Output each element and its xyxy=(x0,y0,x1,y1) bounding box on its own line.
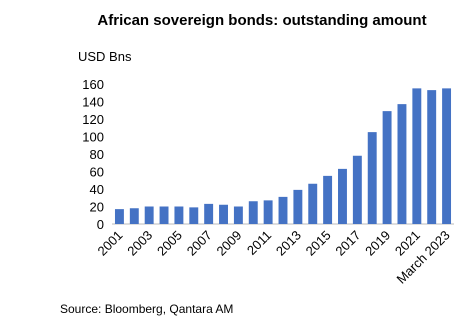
bar xyxy=(129,208,139,224)
x-tick-label: 2001 xyxy=(94,228,125,259)
bar xyxy=(427,90,437,224)
bar xyxy=(144,206,154,224)
y-tick-label: 40 xyxy=(90,182,104,197)
bar xyxy=(442,88,452,224)
x-tick-label: 2009 xyxy=(213,228,244,259)
bar xyxy=(233,206,243,224)
x-tick-label: 2015 xyxy=(303,228,334,259)
x-tick-label: 2013 xyxy=(273,228,304,259)
source-note: Source: Bloomberg, Qantara AM xyxy=(60,302,233,316)
y-tick-label: 140 xyxy=(82,95,104,110)
bar xyxy=(382,111,392,224)
bar xyxy=(308,183,318,224)
bar xyxy=(323,175,333,224)
bar xyxy=(397,104,407,224)
y-tick-label: 0 xyxy=(97,217,104,232)
bar xyxy=(293,189,303,224)
y-tick-label: 120 xyxy=(82,112,104,127)
chart-title: African sovereign bonds: outstanding amo… xyxy=(97,12,426,29)
bar xyxy=(278,196,288,224)
y-tick-label: 80 xyxy=(90,147,104,162)
bar xyxy=(412,88,422,224)
x-tick-label: 2017 xyxy=(332,228,363,259)
y-tick-label: 100 xyxy=(82,130,104,145)
bar xyxy=(159,206,169,224)
bar xyxy=(248,201,258,224)
y-tick-label: 160 xyxy=(82,77,104,92)
bar xyxy=(367,132,377,224)
bar xyxy=(204,203,214,224)
x-tick-label: 2005 xyxy=(154,228,185,259)
y-tick-label: 20 xyxy=(90,200,104,215)
bar xyxy=(219,204,228,224)
y-axis-label: USD Bns xyxy=(78,49,132,64)
bar xyxy=(114,209,124,224)
bar xyxy=(263,200,273,224)
bar xyxy=(189,207,199,224)
y-tick-label: 60 xyxy=(90,165,104,180)
x-tick-label: 2007 xyxy=(184,228,215,259)
x-tick-label: 2011 xyxy=(244,228,274,258)
bar xyxy=(174,206,184,224)
bar xyxy=(352,155,362,224)
x-tick-label: 2019 xyxy=(362,228,393,259)
bar xyxy=(338,168,347,224)
x-tick-label: 2003 xyxy=(124,228,155,259)
